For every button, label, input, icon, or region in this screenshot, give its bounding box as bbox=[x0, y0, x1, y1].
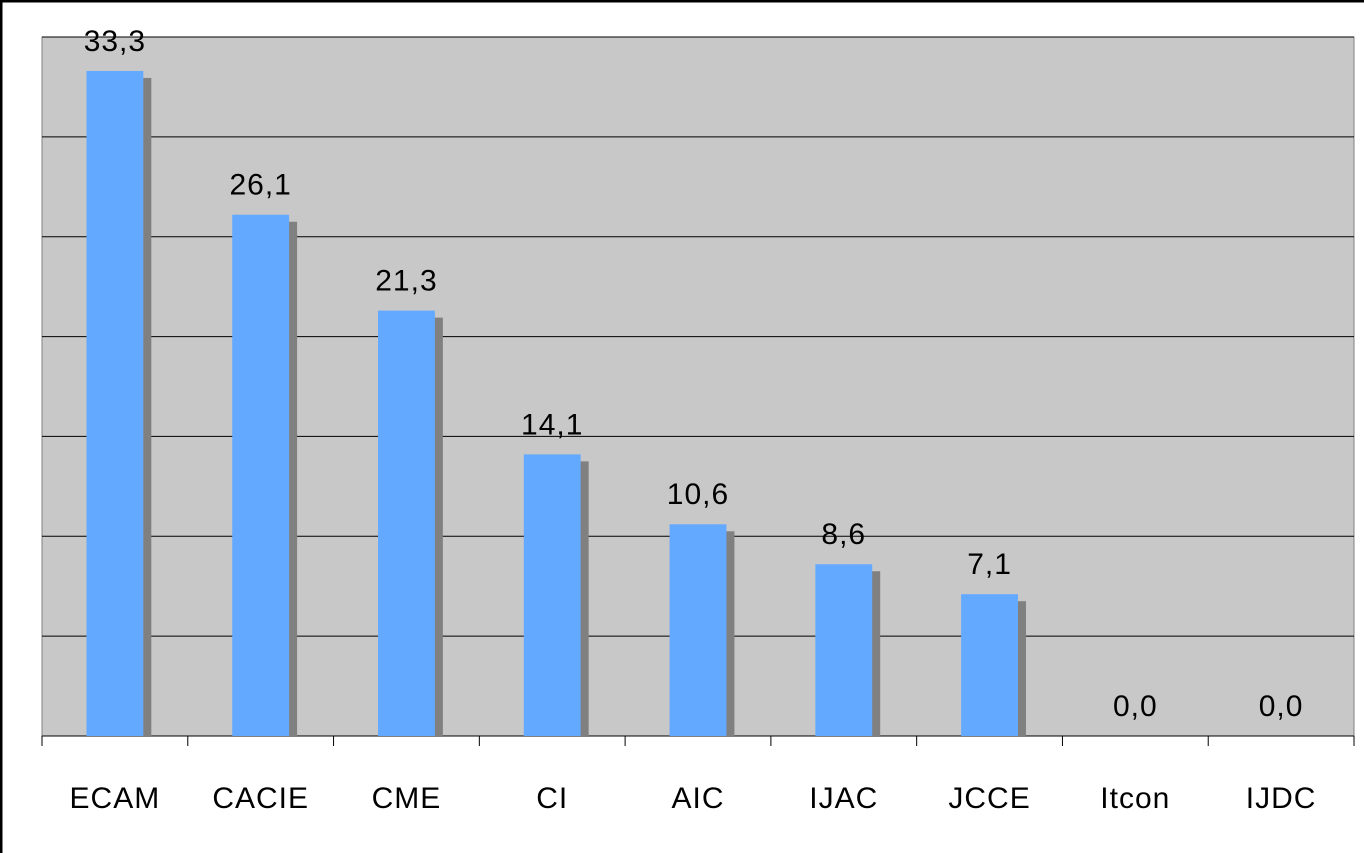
data-label: 21,3 bbox=[375, 265, 437, 298]
x-tick-label: IJAC bbox=[809, 782, 878, 815]
data-label: 10,6 bbox=[667, 478, 729, 511]
data-label: 33,3 bbox=[84, 25, 146, 58]
data-label: 0,0 bbox=[1259, 690, 1304, 723]
bar bbox=[523, 454, 581, 736]
bar bbox=[378, 310, 435, 736]
x-tick-label: Itcon bbox=[1100, 782, 1170, 815]
x-tick-label: ECAM bbox=[70, 782, 161, 815]
data-label: 8,6 bbox=[821, 518, 866, 551]
x-tick-label: CME bbox=[372, 782, 442, 815]
data-label: 0,0 bbox=[1113, 690, 1158, 723]
bar bbox=[669, 524, 727, 736]
x-tick-label: IJDC bbox=[1246, 782, 1317, 815]
data-label: 7,1 bbox=[967, 548, 1012, 581]
data-label: 14,1 bbox=[521, 408, 583, 441]
x-tick-label: CACIE bbox=[212, 782, 309, 815]
x-tick-label: AIC bbox=[671, 782, 724, 815]
bar bbox=[815, 564, 873, 736]
bar bbox=[86, 70, 144, 737]
bar bbox=[232, 214, 290, 736]
bar bbox=[961, 594, 1018, 736]
x-tick-label: JCCE bbox=[948, 782, 1030, 815]
x-tick-label: CI bbox=[536, 782, 568, 815]
data-label: 26,1 bbox=[229, 169, 291, 202]
